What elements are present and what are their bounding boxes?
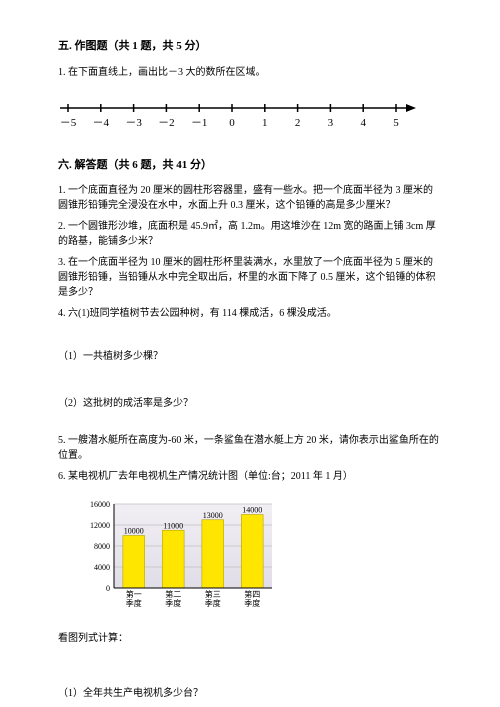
svg-text:季度: 季度 — [165, 598, 181, 608]
svg-text:季度: 季度 — [126, 598, 142, 608]
svg-text:－1: －1 — [191, 117, 208, 129]
svg-text:第四: 第四 — [244, 589, 260, 599]
svg-text:2: 2 — [295, 117, 301, 129]
svg-text:4000: 4000 — [94, 563, 110, 572]
svg-text:－2: －2 — [158, 117, 175, 129]
svg-text:季度: 季度 — [205, 598, 221, 608]
svg-text:季度: 季度 — [244, 598, 260, 608]
s5-q1: 1. 在下面直线上，画出比－3 大的数所在区域。 — [58, 65, 442, 80]
s6-q5: 5. 一艘潜水艇所在高度为-60 米，一条鲨鱼在潜水艇上方 20 米，请你表示出… — [58, 433, 442, 463]
svg-text:0: 0 — [229, 117, 235, 129]
svg-text:－5: －5 — [60, 117, 77, 129]
s6-q2: 2. 一个圆锥形沙堆，底面积是 45.9㎡，高 1.2m。用这堆沙在 12m 宽… — [58, 219, 442, 249]
svg-text:11000: 11000 — [163, 521, 183, 530]
svg-text:13000: 13000 — [203, 511, 223, 520]
svg-text:12000: 12000 — [90, 521, 110, 530]
svg-text:第二: 第二 — [165, 589, 181, 599]
bar-chart: 040008000120001600010000第一季度11000第二季度130… — [78, 492, 442, 617]
svg-text:1: 1 — [262, 117, 268, 129]
svg-text:第一: 第一 — [126, 589, 142, 599]
svg-text:5: 5 — [393, 117, 399, 129]
svg-text:10000: 10000 — [124, 527, 144, 536]
s6-q6-after: 看图列式计算： — [58, 631, 442, 646]
svg-text:14000: 14000 — [242, 506, 262, 515]
s6-q6-1: （1）全年共生产电视机多少台？ — [58, 686, 442, 701]
number-line-svg: －5 －4 －3 －2 －1 0 1 2 3 4 5 — [58, 94, 418, 134]
svg-text:0: 0 — [106, 584, 110, 593]
section5-title: 五. 作图题（共 1 题，共 5 分） — [58, 38, 442, 55]
s6-q6: 6. 某电视机厂去年电视机生产情况统计图（单位:台；2011 年 1 月） — [58, 469, 442, 484]
s6-q3: 3. 在一个底面半径为 10 厘米的圆柱形杯里装满水，水里放了一个底面半径为 5… — [58, 255, 442, 300]
svg-text:第三: 第三 — [205, 589, 221, 599]
s6-q4-2: （2）这批树的成活率是多少？ — [58, 396, 442, 411]
number-line: －5 －4 －3 －2 －1 0 1 2 3 4 5 — [58, 94, 442, 139]
svg-text:3: 3 — [328, 117, 334, 129]
svg-text:－3: －3 — [125, 117, 142, 129]
svg-text:－4: －4 — [93, 117, 110, 129]
s6-q4-1: （1）一共植树多少棵？ — [58, 349, 442, 364]
svg-text:8000: 8000 — [94, 542, 110, 551]
section6-title: 六. 解答题（共 6 题，共 41 分） — [58, 157, 442, 174]
svg-text:4: 4 — [360, 117, 366, 129]
svg-text:16000: 16000 — [90, 500, 110, 509]
bar-chart-svg: 040008000120001600010000第一季度11000第二季度130… — [78, 492, 278, 612]
s6-q1: 1. 一个底面直径为 20 厘米的圆柱形容器里，盛有一些水。把一个底面半径为 3… — [58, 183, 442, 213]
s6-q4: 4. 六(1)班同学植树节去公园种树，有 114 棵成活，6 棵没成活。 — [58, 306, 442, 321]
